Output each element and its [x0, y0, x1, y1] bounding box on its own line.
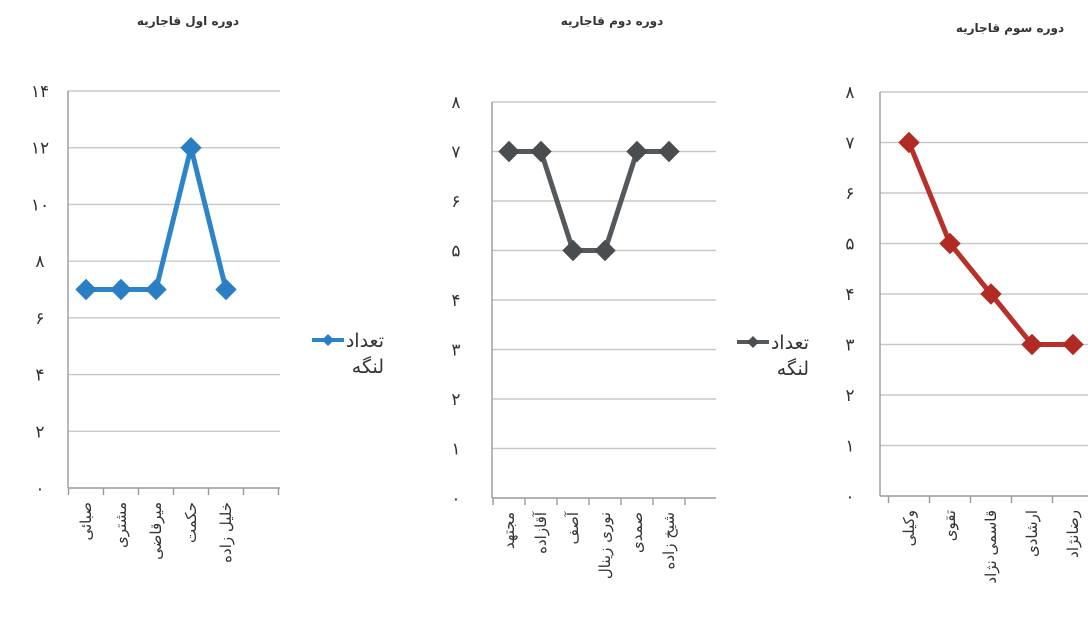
- data-point: [1021, 333, 1043, 356]
- data-point: [939, 232, 961, 255]
- x-category-label: میرقاضی: [147, 502, 165, 560]
- x-category-label: صبائی: [77, 502, 95, 541]
- y-tick-label: ۸: [845, 83, 854, 103]
- data-point: [110, 278, 132, 301]
- y-tick-label: ۲: [35, 422, 44, 442]
- chart-2: دوره دوم قاجاریه ۰ ۱ ۲ ۳ ۴ ۵ ۶ ۷ ۸ مجتهد آقازاده آصف…: [451, 14, 809, 579]
- series-line: [86, 145, 229, 292]
- y-tick-label: ۶: [35, 309, 44, 329]
- diamond-marker-icon: [747, 336, 759, 348]
- x-category-label: صمدی: [628, 512, 646, 553]
- data-point: [1062, 333, 1084, 356]
- y-tick-label: ۷: [845, 134, 854, 154]
- data-point: [562, 239, 584, 262]
- data-point: [898, 131, 920, 154]
- y-tick-label: ۳: [451, 341, 460, 361]
- x-category-label: رضانژاد: [1064, 510, 1082, 558]
- y-tick-label: ۰: [451, 489, 460, 509]
- y-tick-label: ۳: [845, 336, 854, 356]
- y-tick-label: ۱۲: [31, 139, 49, 159]
- data-point: [626, 140, 648, 163]
- x-category-label: ارشادی: [1023, 510, 1041, 557]
- x-category-label: شیخ زاده: [660, 512, 678, 570]
- legend-label: تعداد لنگه: [771, 332, 809, 380]
- y-tick-label: ۲: [845, 386, 854, 406]
- chart-1: دوره اول قاجاریه ۰ ۲ ۴ ۶ ۸ ۱۰ ۱۲ ۱۴ صبائی مشتری میر…: [31, 14, 384, 563]
- x-category-label: خلیل زاده: [217, 502, 235, 563]
- y-tick-label: ۸: [451, 93, 460, 113]
- y-tick-label: ۴: [845, 285, 854, 305]
- x-category-label: نوری زینال: [596, 512, 614, 579]
- diamond-marker-icon: [322, 334, 334, 346]
- x-category-label: مجتهد: [500, 512, 518, 549]
- data-point: [215, 278, 237, 301]
- y-tick-label: ۱۰: [31, 195, 49, 215]
- y-tick-label: ۴: [451, 291, 460, 311]
- y-tick-label: ۵: [845, 235, 854, 255]
- y-tick-label: ۶: [451, 192, 460, 212]
- y-tick-label: ۵: [451, 242, 460, 262]
- data-point: [594, 239, 616, 262]
- x-category-label: حکمت: [182, 502, 200, 543]
- x-category-label: تقوی: [941, 510, 959, 541]
- data-point: [145, 278, 167, 301]
- data-point: [498, 140, 520, 163]
- y-tick-label: ۴: [35, 366, 44, 386]
- chart-title: دوره سوم قاجاریه: [956, 21, 1064, 36]
- chart-3: دوره سوم قاجاریه ۰ ۱ ۲ ۳ ۴ ۵ ۶ ۷ ۸ وکیلی تقوی قاسمی …: [845, 21, 1088, 584]
- y-tick-label: ۲: [451, 390, 460, 410]
- y-tick-label: ۸: [35, 252, 44, 272]
- y-tick-label: ۶: [845, 184, 854, 204]
- y-tick-label: ۱: [845, 437, 854, 457]
- data-point: [75, 278, 97, 301]
- legend: تعداد لنگه: [312, 330, 384, 378]
- legend: تعداد لنگه: [737, 332, 809, 380]
- x-category-label: وکیلی: [900, 510, 918, 546]
- data-point: [530, 140, 552, 163]
- data-point: [658, 140, 680, 163]
- x-category-label: مشتری: [112, 502, 130, 548]
- data-point: [180, 137, 202, 159]
- y-tick-label: ۷: [451, 143, 460, 163]
- y-tick-label: ۰: [845, 487, 854, 507]
- legend-label: تعداد لنگه: [346, 330, 384, 378]
- x-category-label: قاسمی نژاد: [982, 510, 1000, 584]
- y-tick-label: ۰: [35, 479, 44, 499]
- y-tick-label: ۱: [451, 440, 460, 460]
- x-category-label: آقازاده: [532, 511, 550, 554]
- data-point: [980, 283, 1002, 305]
- y-tick-label: ۱۴: [31, 82, 49, 102]
- x-category-label: آصف: [564, 511, 582, 544]
- chart-title: دوره اول قاجاریه: [137, 14, 239, 29]
- chart-title: دوره دوم قاجاریه: [561, 14, 664, 29]
